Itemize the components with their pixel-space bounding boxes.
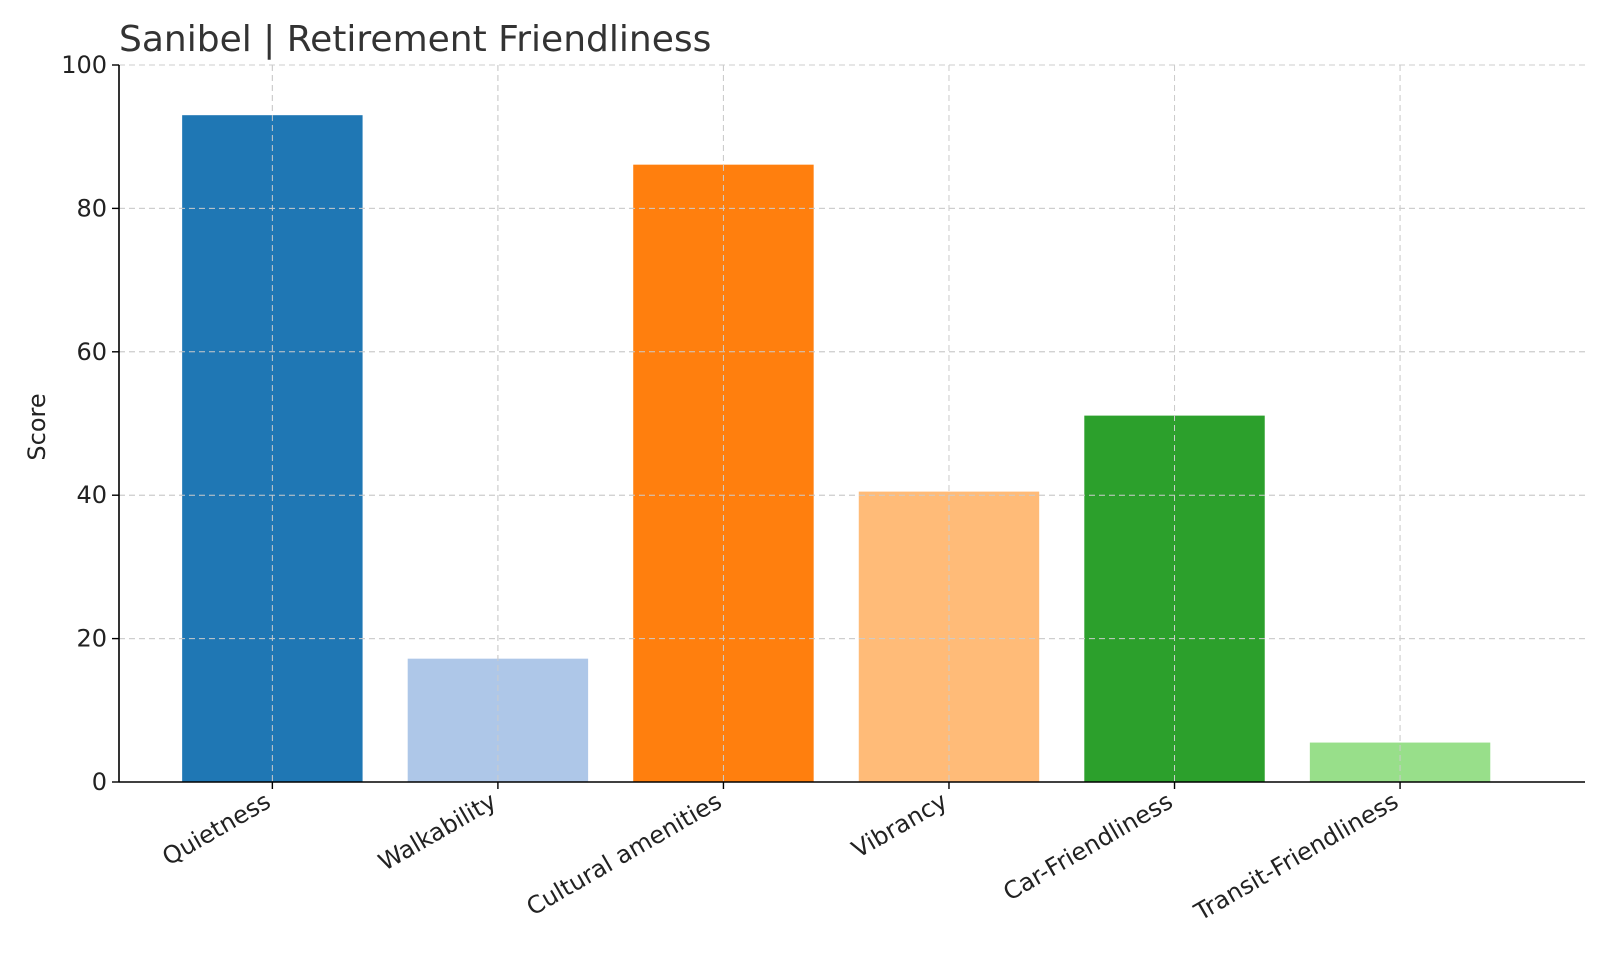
x-tick-label: Cultural amenities (522, 787, 727, 921)
x-tick-labels: Quietness Walkability Cultural amenities Vi… (157, 787, 1403, 927)
y-tick-labels: 0 20 40 60 80 100 (61, 51, 107, 796)
bars (119, 64, 1585, 783)
x-tick-label: Transit-Friendliness (1189, 787, 1403, 927)
y-tick-label: 40 (76, 481, 107, 509)
y-tick-label: 20 (76, 625, 107, 653)
chart-title: Sanibel | Retirement Friendliness (119, 19, 711, 60)
x-tick-label: Car-Friendliness (998, 787, 1177, 907)
y-axis-label: Score (23, 393, 51, 460)
x-tick-label: Walkability (374, 787, 501, 877)
y-tick-label: 60 (76, 338, 107, 366)
axes (112, 64, 1585, 789)
y-tick-label: 0 (92, 768, 107, 796)
x-tick-label: Quietness (157, 787, 275, 871)
y-tick-label: 100 (61, 51, 107, 79)
y-tick-label: 80 (76, 194, 107, 222)
x-tick-label: Vibrancy (847, 787, 952, 864)
